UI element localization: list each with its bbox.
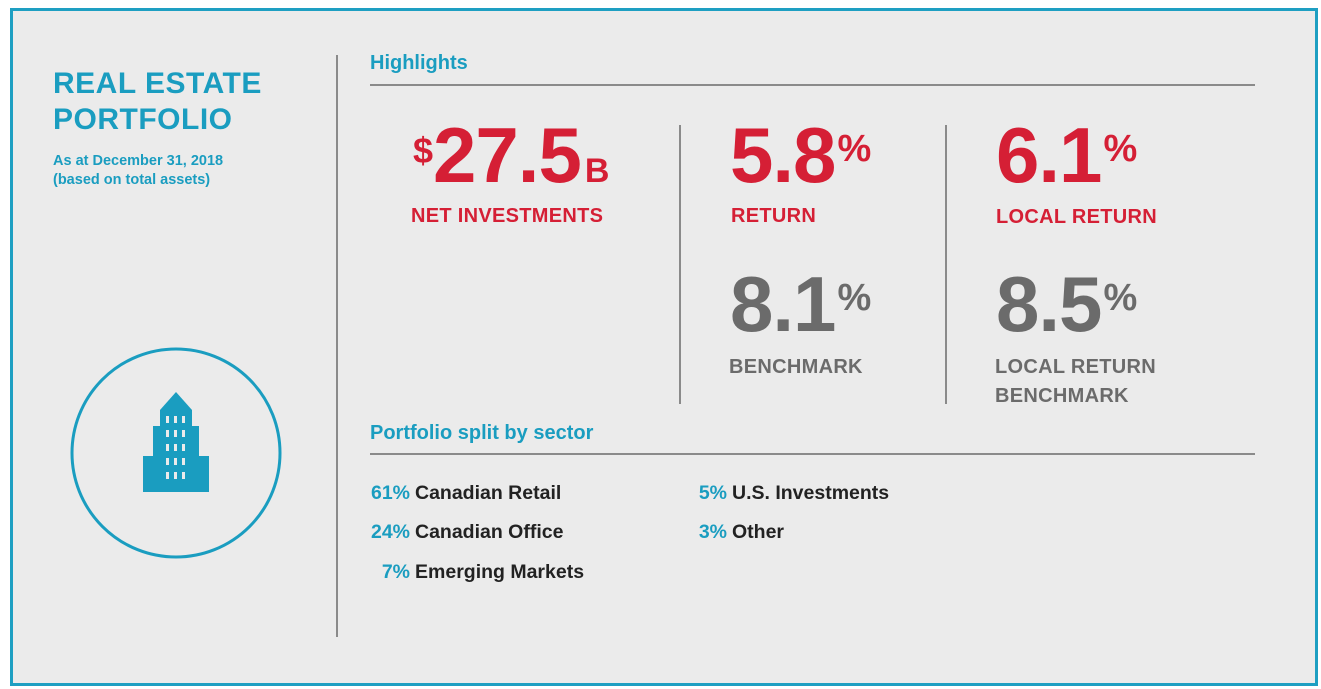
divider bbox=[336, 55, 338, 637]
suffix: % bbox=[1103, 277, 1138, 319]
sector-item: 7% Emerging Markets bbox=[295, 561, 584, 584]
value: 27.5 bbox=[433, 111, 582, 199]
portfolio-title: REAL ESTATE PORTFOLIO bbox=[53, 66, 262, 138]
metric-label: LOCAL RETURN bbox=[996, 206, 1158, 228]
value: 5.8 bbox=[730, 111, 836, 199]
frame bbox=[10, 8, 1318, 686]
metric-label: BENCHMARK bbox=[729, 356, 863, 378]
highlights-title: Highlights bbox=[370, 52, 468, 74]
metric-label: NET INVESTMENTS bbox=[411, 205, 604, 227]
rule bbox=[370, 84, 1255, 86]
rule bbox=[370, 453, 1255, 455]
sector-percent: 7% bbox=[381, 561, 410, 583]
sector-percent: 5% bbox=[698, 482, 727, 504]
net-investments-value: $27.5 B bbox=[413, 116, 610, 216]
sector-item: 61% Canadian Retail bbox=[295, 482, 561, 505]
value: 6.1 bbox=[996, 111, 1102, 199]
sector-name: U.S. Investments bbox=[732, 482, 890, 504]
sector-item: 24% Canadian Office bbox=[295, 521, 563, 544]
suffix: % bbox=[837, 128, 872, 170]
sector-item: 5% U.S. Investments bbox=[612, 482, 889, 505]
sector-percent: 61% bbox=[370, 482, 410, 504]
value: 8.1 bbox=[730, 260, 836, 348]
title-line: REAL ESTATE bbox=[53, 67, 262, 100]
sector-name: Canadian Office bbox=[415, 521, 564, 543]
suffix: B bbox=[584, 152, 610, 190]
divider bbox=[679, 125, 681, 404]
title-line: PORTFOLIO bbox=[53, 103, 233, 136]
label-line: BENCHMARK bbox=[995, 385, 1129, 407]
sector-percent: 3% bbox=[698, 521, 727, 543]
suffix: % bbox=[1103, 128, 1138, 170]
value: 8.5 bbox=[996, 260, 1102, 348]
suffix: % bbox=[837, 277, 872, 319]
local-return-value: 6.1% bbox=[996, 116, 1138, 216]
metric-label: LOCAL RETURN BENCHMARK bbox=[995, 353, 1156, 411]
sectors-title: Portfolio split by sector bbox=[370, 422, 594, 444]
sector-percent: 24% bbox=[370, 521, 410, 543]
sector-name: Canadian Retail bbox=[415, 482, 562, 504]
portfolio-subtitle: As at December 31, 2018 (based on total a… bbox=[53, 152, 223, 190]
sector-name: Emerging Markets bbox=[415, 561, 585, 583]
metric-label: RETURN bbox=[731, 205, 817, 227]
benchmark-value: 8.1% bbox=[730, 265, 872, 365]
building-icon bbox=[70, 347, 282, 559]
label-line: LOCAL RETURN bbox=[995, 356, 1157, 378]
divider bbox=[945, 125, 947, 404]
local-return-benchmark-value: 8.5% bbox=[996, 265, 1138, 365]
subtitle-line: (based on total assets) bbox=[53, 172, 211, 188]
sector-item: 3% Other bbox=[612, 521, 784, 544]
return-value: 5.8% bbox=[730, 116, 872, 216]
sector-name: Other bbox=[732, 521, 785, 543]
subtitle-line: As at December 31, 2018 bbox=[53, 153, 224, 169]
prefix: $ bbox=[413, 130, 434, 171]
